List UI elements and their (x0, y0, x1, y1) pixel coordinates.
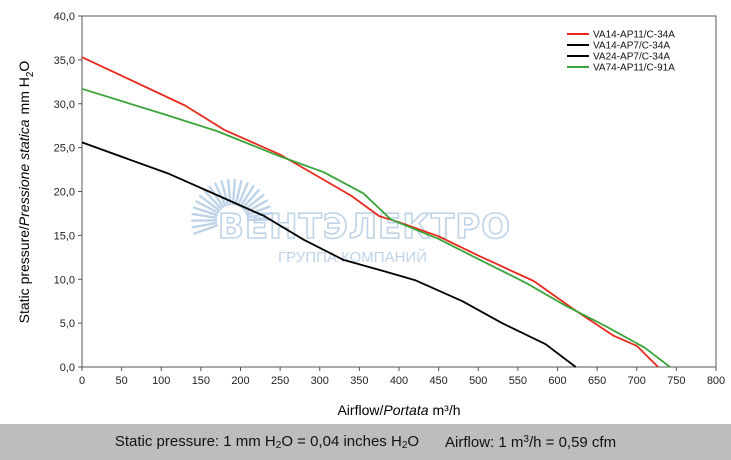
legend-label-4: VA74-AP11/C-91A (593, 63, 675, 74)
watermark-tagline: ГРУППА КОМПАНИЙ (278, 248, 427, 266)
watermark-ray (191, 212, 218, 219)
x-tick-label: 600 (548, 375, 566, 387)
legend-label-3: VA24-AP7/C-34A (593, 52, 670, 63)
x-tick-label: 450 (429, 375, 447, 387)
watermark-ray (203, 189, 223, 210)
watermark-ray (192, 206, 218, 217)
series-line-4 (81, 87, 671, 368)
x-tick-label: 800 (707, 375, 725, 387)
y-tick-label: 40,0 (54, 11, 75, 23)
legend: VA14-AP11/C-34AVA14-AP7/C-34AVA24-AP7/C-… (567, 30, 675, 74)
series-layer (81, 56, 671, 368)
performance-chart: ВЕНТЭЛЕКТРО ГРУППА КОМПАНИЙ 0 50 100 150 200… (16, 11, 725, 418)
watermark-ray (195, 200, 220, 214)
y-tick-label: 0,0 (60, 362, 75, 374)
y-tick-label: 35,0 (54, 55, 75, 67)
pressure-conversion: Static pressure: 1 mm H2O = 0,04 inches … (114, 433, 420, 451)
watermark-logo: ВЕНТЭЛЕКТРО ГРУППА КОМПАНИЙ (190, 178, 511, 266)
x-tick-label: 350 (350, 375, 368, 387)
watermark-brand: ВЕНТЭЛЕКТРО (218, 207, 511, 247)
y-tick-label: 5,0 (60, 318, 75, 330)
x-tick-label: 700 (628, 375, 646, 387)
x-tick-label: 100 (152, 375, 170, 387)
y-tick-label: 10,0 (54, 274, 75, 286)
y-tick-label: 25,0 (54, 143, 75, 155)
x-tick-label: 200 (231, 375, 249, 387)
watermark-ray (198, 194, 221, 212)
watermark-ray (234, 179, 243, 206)
x-tick-label: 250 (271, 375, 289, 387)
x-tick-label: 650 (588, 375, 606, 387)
watermark-ray (231, 178, 236, 206)
y-tick-label: 20,0 (54, 187, 75, 199)
legend-label-2: VA14-AP7/C-34A (593, 41, 670, 52)
watermark-ray (193, 224, 219, 235)
x-tick-label: 550 (509, 375, 527, 387)
series-line-2 (81, 141, 577, 368)
x-tick-label: 150 (192, 375, 210, 387)
x-axis: 0 50 100 150 200 250 300 350 400 450 500 550 600 650 7… (79, 367, 725, 387)
watermark-ray (246, 211, 273, 219)
watermark-ray (241, 189, 260, 210)
watermark-ray (214, 182, 227, 207)
x-tick-label: 300 (311, 375, 329, 387)
watermark-ray (220, 180, 230, 206)
y-tick-label: 30,0 (54, 99, 75, 111)
x-tick-label: 400 (390, 375, 408, 387)
legend-label-1: VA14-AP11/C-34A (593, 30, 675, 41)
watermark-ray (191, 221, 218, 229)
watermark-ray (245, 205, 271, 216)
watermark-ray (237, 181, 249, 207)
x-tick-label: 50 (116, 375, 128, 387)
watermark-ray (208, 185, 225, 208)
x-tick-label: 0 (79, 375, 85, 387)
watermark-ray (243, 193, 265, 212)
x-tick-label: 500 (469, 375, 487, 387)
watermark-ray (239, 185, 255, 208)
y-tick-label: 15,0 (54, 230, 75, 242)
conversion-footer: Static pressure: 1 mm H2O = 0,04 inches … (0, 424, 731, 460)
airflow-conversion: Airflow: 1 m3/h = 0,59 cfm (445, 433, 617, 451)
x-tick-label: 750 (667, 375, 685, 387)
y-axis-title: Static pressure/Pressione staticamm H2O (16, 61, 36, 324)
x-axis-title: Airflow/Portata m³/h (337, 402, 460, 418)
y-axis: 0,0 5,0 10,0 15,0 20,0 25,0 30,0 35,0 40,0 (54, 11, 82, 374)
